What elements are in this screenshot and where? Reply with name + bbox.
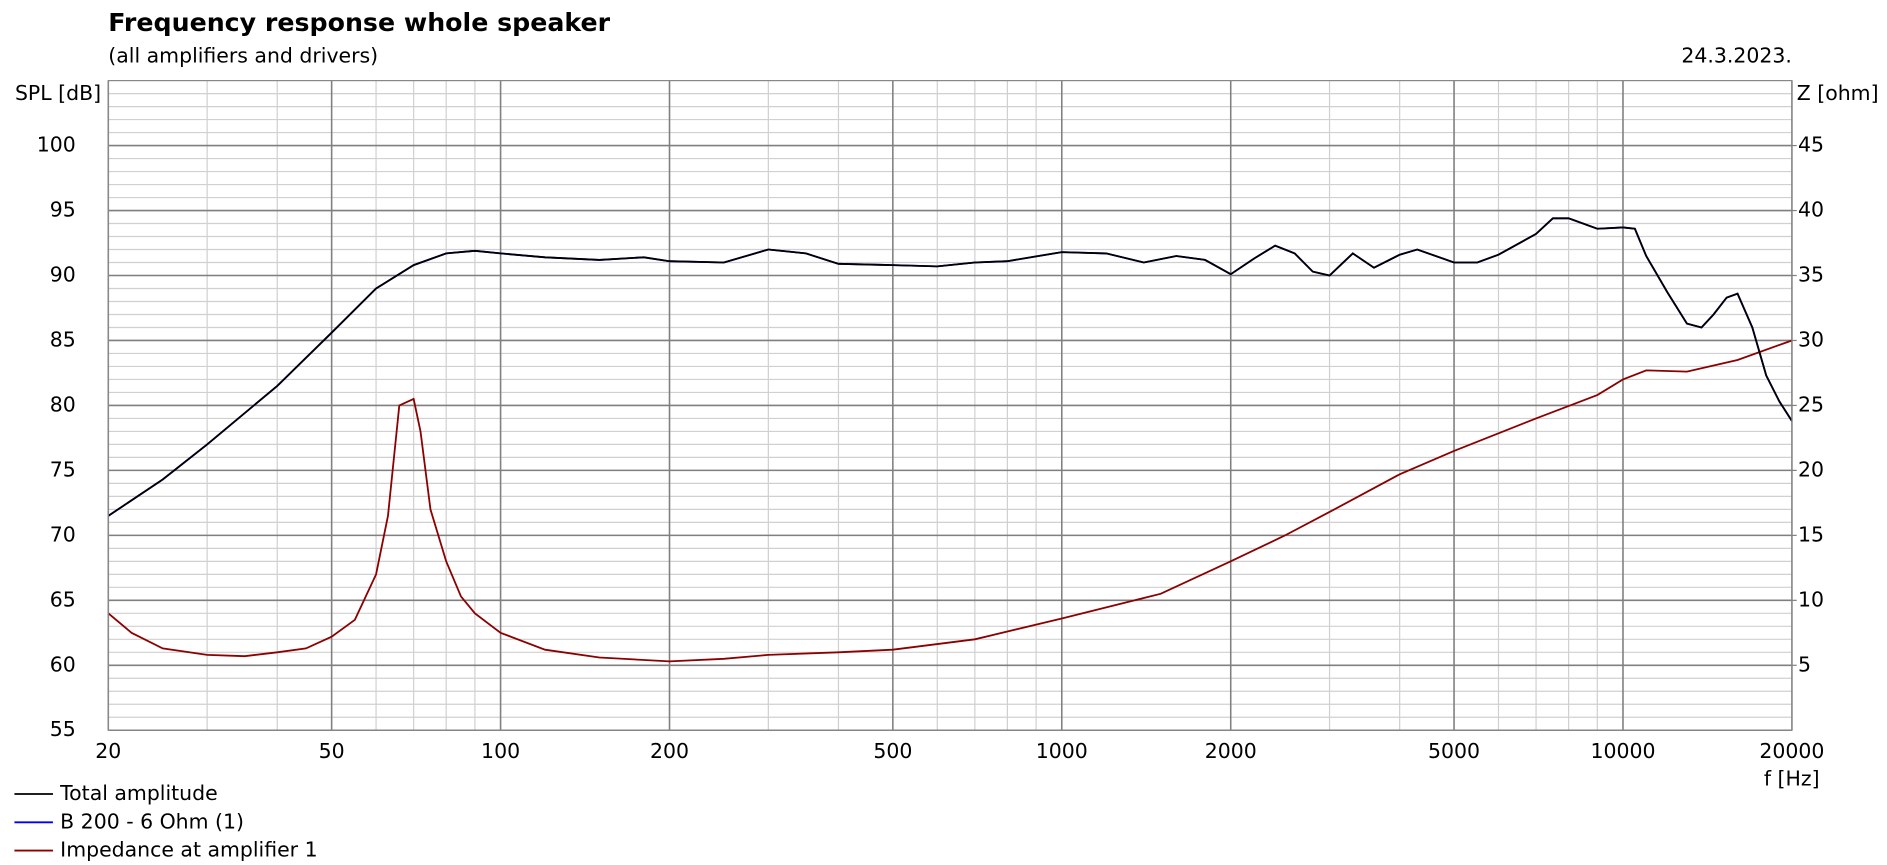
x-tick-label: 50 — [319, 739, 345, 763]
y2-axis-label: Z [ohm] — [1797, 81, 1879, 105]
x-tick-label: 2000 — [1205, 739, 1257, 763]
series-line — [107, 339, 1793, 663]
legend-label: Total amplitude — [59, 781, 218, 805]
grid — [107, 80, 1793, 732]
y-tick-label: 65 — [50, 587, 76, 611]
legend: Total amplitude B 200 - 6 Ohm (1) Impedanc… — [14, 781, 318, 862]
x-tick-label: 20000 — [1759, 739, 1824, 763]
y2-tick-label: 30 — [1798, 327, 1824, 351]
y-tick-label: 100 — [37, 133, 76, 157]
y2-tick-label: 15 — [1798, 522, 1824, 546]
plot-lines — [107, 217, 1793, 663]
y2-tick-label: 20 — [1798, 457, 1824, 481]
chart-date: 24.3.2023. — [1681, 44, 1792, 68]
y-axis-label: SPL [dB] — [15, 81, 101, 105]
series-line — [107, 217, 1793, 517]
x-tick-label: 200 — [650, 739, 689, 763]
x-tick-label: 20 — [95, 739, 121, 763]
y2-tick-label: 25 — [1798, 392, 1824, 416]
legend-label: B 200 - 6 Ohm (1) — [60, 809, 244, 833]
x-axis-label: f [Hz] — [1764, 767, 1820, 791]
x-tick-label: 10000 — [1590, 739, 1655, 763]
chart-subtitle: (all amplifiers and drivers) — [108, 44, 378, 68]
y-tick-label: 80 — [50, 392, 76, 416]
x-tick-label: 5000 — [1428, 739, 1480, 763]
y-tick-label: 95 — [50, 198, 76, 222]
y-tick-label: 70 — [50, 522, 76, 546]
chart-title: Frequency response whole speaker — [108, 8, 610, 37]
y-tick-label: 75 — [50, 457, 76, 481]
y2-tick-label: 5 — [1798, 652, 1811, 676]
y2-tick-label: 45 — [1798, 133, 1824, 157]
x-tick-label: 500 — [873, 739, 912, 763]
y2-tick-label: 10 — [1798, 587, 1824, 611]
y2-tick-label: 40 — [1798, 198, 1824, 222]
y-tick-label: 85 — [50, 327, 76, 351]
y-tick-label: 60 — [50, 652, 76, 676]
y2-tick-label: 35 — [1798, 263, 1824, 287]
y-tick-label: 55 — [50, 717, 76, 741]
x-tick-label: 1000 — [1036, 739, 1088, 763]
x-tick-label: 100 — [481, 739, 520, 763]
legend-label: Impedance at amplifier 1 — [60, 838, 317, 862]
y-tick-label: 90 — [50, 263, 76, 287]
